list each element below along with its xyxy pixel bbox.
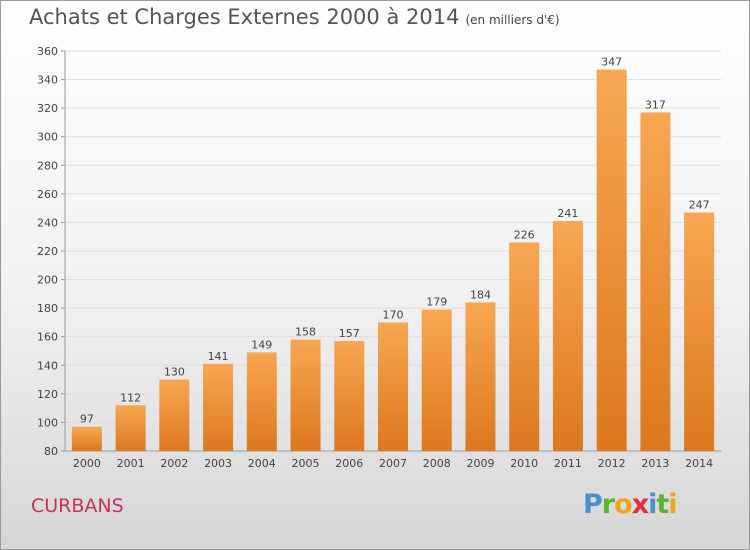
bar-2000: [71, 426, 102, 451]
x-tick-label: 2004: [248, 457, 276, 470]
y-tick-label: 180: [37, 302, 58, 315]
y-tick-label: 320: [37, 102, 58, 115]
x-tick-label: 2001: [117, 457, 145, 470]
bar-2013: [640, 112, 671, 451]
proxiti-logo: Proxiti: [583, 489, 678, 520]
bar-2011: [552, 221, 583, 451]
data-label: 112: [120, 391, 141, 404]
bar-2003: [203, 363, 234, 451]
data-label: 241: [557, 207, 578, 220]
logo-letter: o: [614, 489, 633, 520]
y-tick-label: 280: [37, 159, 58, 172]
data-label: 179: [426, 296, 447, 309]
x-tick-label: 2009: [466, 457, 494, 470]
data-label: 347: [601, 56, 622, 69]
y-tick-label: 360: [37, 45, 58, 58]
chart-subtitle: (en milliers d'€): [465, 13, 560, 27]
bar-2004: [246, 352, 277, 451]
y-tick-label: 240: [37, 216, 58, 229]
logo-letter: x: [631, 489, 649, 520]
x-tick-label: 2012: [598, 457, 626, 470]
y-tick-label: 340: [37, 74, 58, 87]
logo-letter: t: [656, 489, 669, 520]
bar-2005: [290, 339, 321, 451]
bar-2009: [465, 302, 496, 451]
data-label: 130: [164, 366, 185, 379]
x-tick-label: 2005: [292, 457, 320, 470]
x-tick-label: 2013: [641, 457, 669, 470]
bar-2010: [509, 242, 540, 451]
bar-2007: [378, 322, 408, 451]
y-tick-label: 140: [37, 359, 58, 372]
data-label: 149: [251, 338, 272, 351]
data-label: 97: [80, 413, 94, 426]
y-tick-label: 100: [37, 416, 58, 429]
bar-2012: [596, 69, 627, 452]
city-name: CURBANS: [31, 495, 124, 517]
logo-letter: i: [648, 489, 657, 520]
x-tick-label: 2006: [335, 457, 363, 470]
y-tick-label: 160: [37, 331, 58, 344]
x-tick-label: 2008: [423, 457, 451, 470]
x-tick-labels: 2000 2001 2002 2003 2004 2005 2006 2007 2008 2009…: [73, 457, 713, 470]
bar-2008: [421, 309, 452, 451]
x-tick-label: 2002: [160, 457, 188, 470]
bars: [71, 69, 715, 452]
x-tick-label: 2010: [510, 457, 538, 470]
data-label: 158: [295, 326, 316, 339]
data-label: 247: [689, 198, 710, 211]
logo-letter: i: [668, 489, 677, 520]
x-tick-label: 2003: [204, 457, 232, 470]
bar-2001: [115, 405, 146, 451]
data-labels: 97 112 130 141 149 158 157 170 179 184 226 241 347 31…: [80, 56, 710, 426]
data-label: 157: [339, 327, 360, 340]
y-tick-label: 260: [37, 188, 58, 201]
y-tick-label: 220: [37, 245, 58, 258]
data-label: 141: [208, 350, 229, 363]
y-tick-label: 80: [44, 445, 58, 458]
y-tick-label: 200: [37, 274, 58, 287]
bar-2014: [684, 212, 715, 451]
logo-letter: r: [601, 489, 615, 520]
y-tick-label: 300: [37, 131, 58, 144]
x-tick-label: 2007: [379, 457, 407, 470]
bar-2006: [334, 341, 365, 451]
chart-title-block: Achats et Charges Externes 2000 à 2014 (e…: [29, 5, 560, 29]
y-tick-label: 120: [37, 388, 58, 401]
x-tick-label: 2011: [554, 457, 582, 470]
data-label: 170: [383, 308, 404, 321]
y-tick-labels: 80 100 120 140 160 180 200 220 240 260 280 300 320 34…: [37, 45, 58, 458]
x-tick-label: 2000: [73, 457, 101, 470]
chart-title: Achats et Charges Externes 2000 à 2014: [29, 5, 460, 29]
logo-letter: P: [583, 489, 603, 520]
data-label: 184: [470, 288, 491, 301]
x-tick-label: 2014: [685, 457, 713, 470]
data-label: 317: [645, 98, 666, 111]
bar-2002: [159, 379, 190, 451]
data-label: 226: [514, 228, 535, 241]
